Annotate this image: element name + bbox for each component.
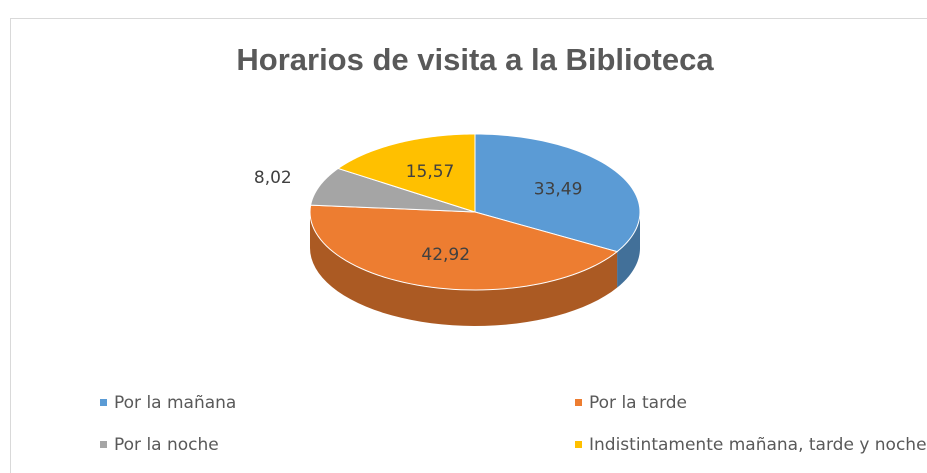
slice-side — [617, 212, 640, 288]
data-label: 15,57 — [406, 162, 455, 182]
slice — [309, 204, 619, 291]
chart-title: Horarios de visita a la Biblioteca — [236, 42, 714, 77]
legend-marker — [575, 399, 582, 406]
data-label: 8,02 — [254, 168, 292, 188]
legend-marker — [100, 441, 107, 448]
legend-marker — [100, 399, 107, 406]
data-label: 42,92 — [421, 245, 470, 265]
legend-label: Indistintamente mañana, tarde y noche — [589, 435, 927, 455]
slice — [310, 167, 476, 213]
slice-side — [310, 212, 618, 326]
data-label: 33,49 — [534, 180, 583, 200]
legend-label: Por la noche — [114, 435, 219, 455]
legend-label: Por la tarde — [589, 393, 687, 413]
legend-marker — [575, 441, 582, 448]
slice — [337, 133, 476, 213]
slice — [474, 133, 641, 253]
legend-label: Por la mañana — [114, 393, 236, 413]
